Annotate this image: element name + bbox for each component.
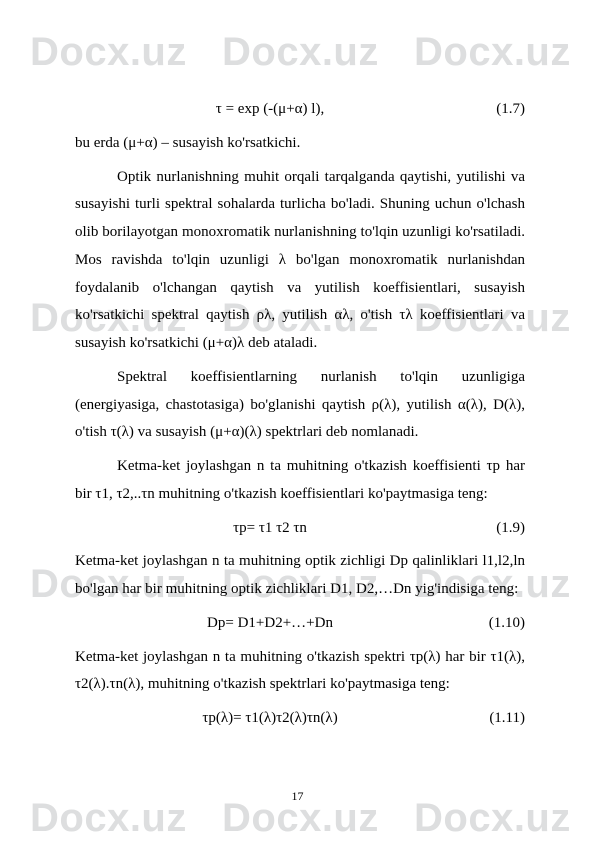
equation-2-formula: τp= τ1 τ2 τn xyxy=(75,515,465,543)
equation-1-formula: τ = exp (-(μ+α) l), xyxy=(75,96,465,124)
equation-4-number: (1.11) xyxy=(465,705,525,733)
paragraph-6: Ketma-ket joylashgan n ta muhitning o'tk… xyxy=(75,644,525,700)
equation-1-number: (1.7) xyxy=(465,96,525,124)
equation-1: τ = exp (-(μ+α) l), (1.7) xyxy=(75,96,525,124)
equation-3-formula: Dp= D1+D2+…+Dn xyxy=(75,610,465,638)
paragraph-3: Spektral koeffisientlarning nurlanish to… xyxy=(75,364,525,447)
page-number: 17 xyxy=(0,789,595,804)
paragraph-1: bu erda (μ+α) – susayish ko'rsatkichi. xyxy=(75,130,525,158)
equation-4: τp(λ)= τ1(λ)τ2(λ)τn(λ) (1.11) xyxy=(75,705,525,733)
equation-3-number: (1.10) xyxy=(465,610,525,638)
paragraph-4: Ketma-ket joylashgan n ta muhitning o'tk… xyxy=(75,453,525,509)
equation-3: Dp= D1+D2+…+Dn (1.10) xyxy=(75,610,525,638)
paragraph-2: Optik nurlanishning muhit orqali tarqalg… xyxy=(75,164,525,358)
equation-4-formula: τp(λ)= τ1(λ)τ2(λ)τn(λ) xyxy=(75,705,465,733)
equation-2: τp= τ1 τ2 τn (1.9) xyxy=(75,515,525,543)
paragraph-5: Ketma-ket joylashgan n ta muhitning opti… xyxy=(75,548,525,604)
page-content: τ = exp (-(μ+α) l), (1.7) bu erda (μ+α) … xyxy=(0,0,595,733)
equation-2-number: (1.9) xyxy=(465,515,525,543)
